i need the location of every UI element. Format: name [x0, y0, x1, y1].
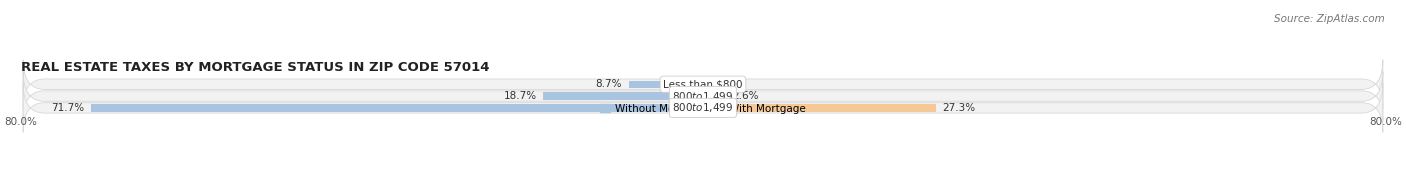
Bar	[628, 81, 703, 88]
Text: REAL ESTATE TAXES BY MORTGAGE STATUS IN ZIP CODE 57014: REAL ESTATE TAXES BY MORTGAGE STATUS IN …	[21, 61, 489, 74]
Text: Less than $800: Less than $800	[664, 79, 742, 89]
Text: 0.0%: 0.0%	[710, 79, 737, 89]
FancyBboxPatch shape	[22, 83, 1384, 132]
Legend: Without Mortgage, With Mortgage: Without Mortgage, With Mortgage	[600, 104, 806, 114]
Text: 8.7%: 8.7%	[596, 79, 621, 89]
Text: 2.6%: 2.6%	[733, 91, 758, 101]
FancyBboxPatch shape	[22, 72, 1384, 120]
Text: 27.3%: 27.3%	[942, 103, 976, 113]
Bar	[703, 92, 725, 100]
Text: $800 to $1,499: $800 to $1,499	[672, 90, 734, 103]
FancyBboxPatch shape	[22, 60, 1384, 109]
Bar	[703, 104, 936, 112]
Text: $800 to $1,499: $800 to $1,499	[672, 101, 734, 114]
Bar	[544, 92, 703, 100]
Text: 71.7%: 71.7%	[52, 103, 84, 113]
Text: Source: ZipAtlas.com: Source: ZipAtlas.com	[1274, 14, 1385, 24]
Bar	[91, 104, 703, 112]
Text: 18.7%: 18.7%	[503, 91, 537, 101]
